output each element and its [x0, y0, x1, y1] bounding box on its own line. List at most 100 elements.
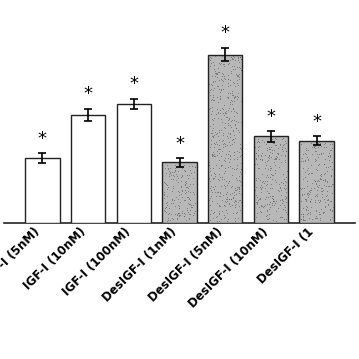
Point	[270, 199, 276, 204]
Point	[258, 186, 264, 191]
Point	[165, 218, 171, 224]
Point	[210, 153, 215, 159]
Point	[265, 216, 271, 222]
Point	[266, 144, 271, 150]
Point	[164, 202, 170, 208]
Point	[208, 92, 213, 98]
Point	[207, 185, 213, 191]
Point	[233, 109, 239, 115]
Point	[182, 190, 188, 196]
Point	[187, 172, 192, 178]
Point	[229, 183, 235, 189]
Point	[312, 178, 318, 184]
Point	[227, 156, 233, 162]
Point	[208, 60, 214, 66]
Point	[170, 176, 176, 181]
Point	[190, 202, 196, 208]
Point	[208, 57, 213, 62]
Point	[237, 208, 243, 213]
Point	[265, 194, 271, 200]
Point	[264, 172, 270, 178]
Point	[224, 190, 230, 195]
Point	[183, 184, 189, 190]
Point	[231, 117, 237, 123]
Point	[275, 205, 280, 211]
Point	[235, 90, 241, 96]
Point	[301, 192, 307, 197]
Point	[210, 108, 215, 113]
Point	[234, 177, 239, 182]
Point	[220, 192, 225, 198]
Point	[238, 178, 243, 184]
Point	[219, 78, 225, 83]
Point	[176, 213, 182, 219]
Point	[216, 193, 222, 199]
Point	[209, 96, 215, 102]
Point	[176, 203, 182, 209]
Bar	[117, 104, 151, 223]
Point	[183, 189, 189, 195]
Point	[213, 194, 219, 199]
Point	[324, 188, 330, 194]
Point	[326, 157, 332, 163]
Point	[284, 174, 289, 180]
Point	[262, 203, 267, 209]
Point	[186, 200, 191, 206]
Point	[273, 153, 279, 159]
Point	[221, 170, 227, 176]
Point	[258, 209, 264, 214]
Point	[234, 165, 239, 171]
Point	[303, 196, 308, 201]
Point	[277, 197, 283, 203]
Point	[220, 137, 226, 143]
Point	[255, 197, 261, 203]
Point	[167, 210, 172, 216]
Point	[227, 196, 232, 201]
Point	[279, 146, 285, 152]
Point	[227, 153, 233, 158]
Point	[304, 167, 310, 172]
Point	[268, 171, 274, 177]
Point	[188, 204, 194, 210]
Point	[327, 154, 333, 160]
Point	[164, 162, 169, 167]
Point	[282, 204, 288, 210]
Point	[236, 64, 242, 70]
Point	[321, 209, 326, 215]
Point	[232, 64, 237, 69]
Point	[230, 66, 236, 72]
Point	[227, 99, 233, 105]
Point	[328, 183, 334, 188]
Point	[227, 57, 232, 62]
Point	[177, 200, 183, 205]
Point	[302, 196, 308, 202]
Point	[216, 165, 222, 171]
Point	[172, 162, 178, 168]
Point	[257, 156, 262, 162]
Point	[234, 93, 240, 99]
Point	[259, 203, 265, 209]
Point	[228, 68, 234, 74]
Point	[235, 119, 241, 125]
Point	[163, 204, 169, 210]
Point	[302, 217, 308, 223]
Point	[269, 172, 275, 178]
Point	[165, 211, 171, 217]
Point	[252, 144, 258, 150]
Point	[169, 169, 175, 175]
Point	[164, 182, 170, 187]
Point	[259, 150, 265, 155]
Point	[321, 209, 327, 215]
Point	[217, 190, 223, 196]
Point	[234, 162, 239, 168]
Point	[265, 147, 270, 153]
Point	[314, 215, 320, 221]
Point	[169, 196, 175, 201]
Point	[187, 189, 193, 195]
Point	[212, 183, 218, 189]
Point	[232, 189, 237, 195]
Point	[214, 71, 220, 77]
Point	[325, 197, 331, 203]
Point	[225, 107, 230, 113]
Point	[321, 183, 327, 188]
